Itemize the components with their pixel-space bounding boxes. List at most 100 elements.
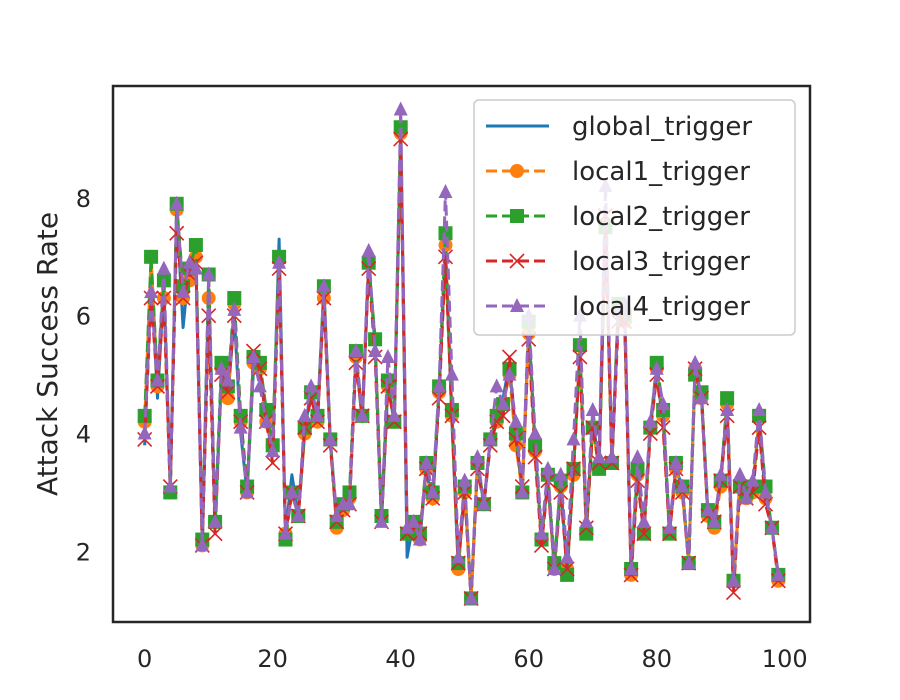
data-point-local4_trigger bbox=[515, 484, 530, 499]
data-point-local4_trigger bbox=[412, 531, 427, 546]
data-point-local4_trigger bbox=[739, 490, 754, 505]
data-point-local2_trigger bbox=[572, 338, 587, 353]
x-tick-label: 100 bbox=[762, 645, 808, 673]
data-point-local4_trigger bbox=[387, 407, 402, 422]
y-axis-ticks: 2 4 6 8 bbox=[76, 185, 91, 566]
data-point-local4_trigger bbox=[585, 401, 600, 416]
data-point-local3_trigger bbox=[565, 461, 582, 477]
data-point-local4_trigger bbox=[214, 360, 229, 375]
data-point-local4_trigger bbox=[668, 454, 683, 469]
data-point-local4_trigger bbox=[195, 537, 210, 552]
data-point-local4_trigger bbox=[361, 242, 376, 257]
legend-label: local2_trigger bbox=[572, 202, 750, 232]
data-point-local4_trigger bbox=[220, 372, 235, 387]
data-point-local4_trigger bbox=[278, 525, 293, 540]
x-tick-label: 80 bbox=[641, 645, 672, 673]
data-point-local4_trigger bbox=[771, 566, 786, 581]
data-point-local4_trigger bbox=[259, 413, 274, 428]
data-point-local4_trigger bbox=[291, 507, 306, 522]
data-point-local4_trigger bbox=[553, 466, 568, 481]
data-point-local3_trigger bbox=[207, 526, 223, 542]
x-tick-label: 0 bbox=[137, 645, 152, 673]
data-point-local2_trigger bbox=[188, 238, 203, 253]
legend-marker bbox=[509, 253, 525, 269]
data-point-local4_trigger bbox=[444, 366, 459, 381]
x-axis-ticks: 0 20 40 60 80 100 bbox=[137, 645, 808, 673]
data-point-local4_trigger bbox=[284, 484, 299, 499]
data-point-local4_trigger bbox=[604, 449, 619, 464]
data-point-local4_trigger bbox=[636, 513, 651, 528]
data-point-local3_trigger bbox=[629, 473, 646, 489]
data-point-local3_trigger bbox=[642, 425, 658, 442]
data-point-local3_trigger bbox=[169, 225, 185, 241]
y-tick-label: 8 bbox=[76, 185, 91, 213]
data-point-local4_trigger bbox=[265, 443, 280, 458]
data-point-local4_trigger bbox=[329, 507, 344, 522]
data-point-local4_trigger bbox=[540, 460, 555, 475]
data-point-local4_trigger bbox=[188, 260, 203, 275]
data-point-local4_trigger bbox=[169, 195, 184, 210]
data-point-local4_trigger bbox=[144, 284, 159, 299]
data-point-local3_trigger bbox=[508, 431, 524, 447]
data-point-local4_trigger bbox=[624, 560, 639, 575]
x-tick-label: 20 bbox=[257, 645, 288, 673]
series-local4_trigger bbox=[137, 101, 786, 605]
data-point-local4_trigger bbox=[630, 449, 645, 464]
data-point-local4_trigger bbox=[688, 354, 703, 369]
data-point-local4_trigger bbox=[425, 484, 440, 499]
data-point-local3_trigger bbox=[572, 349, 588, 365]
data-point-local4_trigger bbox=[393, 101, 408, 116]
data-point-local4_trigger bbox=[579, 513, 594, 528]
data-point-local4_trigger bbox=[483, 431, 498, 446]
legend-marker bbox=[510, 164, 524, 178]
data-point-local4_trigger bbox=[297, 407, 312, 422]
data-point-local4_trigger bbox=[419, 454, 434, 469]
data-point-local4_trigger bbox=[355, 407, 370, 422]
legend-marker bbox=[510, 298, 524, 312]
data-point-local4_trigger bbox=[694, 390, 709, 405]
data-point-local4_trigger bbox=[675, 478, 690, 493]
data-point-local4_trigger bbox=[470, 449, 485, 464]
x-tick-label: 60 bbox=[513, 645, 544, 673]
legend-item-local2_trigger: local2_trigger bbox=[486, 202, 750, 232]
data-point-local4_trigger bbox=[233, 419, 248, 434]
data-point-local4_trigger bbox=[246, 348, 261, 363]
data-point-local4_trigger bbox=[547, 560, 562, 575]
data-point-local3_trigger bbox=[437, 249, 454, 265]
data-point-local4_trigger bbox=[528, 425, 543, 440]
legend-item-local3_trigger: local3_trigger bbox=[486, 247, 750, 277]
data-point-local4_trigger bbox=[707, 513, 722, 528]
data-point-local4_trigger bbox=[764, 519, 779, 534]
data-point-local4_trigger bbox=[752, 401, 767, 416]
data-point-local3_trigger bbox=[585, 420, 601, 436]
legend-label: local3_trigger bbox=[572, 247, 750, 277]
legend-box bbox=[473, 99, 796, 336]
data-point-local4_trigger bbox=[643, 413, 658, 428]
y-tick-label: 6 bbox=[76, 303, 91, 331]
data-point-local4_trigger bbox=[137, 425, 152, 440]
data-point-local4_trigger bbox=[438, 184, 453, 199]
data-point-local3_trigger bbox=[757, 496, 774, 512]
legend-marker bbox=[510, 209, 524, 223]
data-point-local2_trigger bbox=[720, 391, 735, 406]
data-point-local3_trigger bbox=[636, 526, 652, 542]
data-point-local3_trigger bbox=[553, 484, 569, 500]
legend: global_trigger local1_trigger local2_trigg… bbox=[473, 99, 796, 336]
data-point-local4_trigger bbox=[348, 343, 363, 358]
data-point-local4_trigger bbox=[432, 378, 447, 393]
data-point-local3_trigger bbox=[527, 449, 543, 465]
data-point-local4_trigger bbox=[502, 366, 517, 381]
data-point-local4_trigger bbox=[316, 278, 331, 293]
data-point-local4_trigger bbox=[252, 378, 267, 393]
data-point-local4_trigger bbox=[720, 401, 735, 416]
data-point-local4_trigger bbox=[464, 590, 479, 605]
data-point-local4_trigger bbox=[656, 396, 671, 411]
legend-label: local4_trigger bbox=[572, 292, 750, 322]
data-point-local2_trigger bbox=[393, 120, 408, 135]
data-point-local4_trigger bbox=[489, 378, 504, 393]
data-point-local3_trigger bbox=[533, 537, 550, 553]
data-point-local4_trigger bbox=[534, 525, 549, 540]
data-point-local4_trigger bbox=[272, 254, 287, 269]
data-point-local4_trigger bbox=[560, 549, 575, 564]
